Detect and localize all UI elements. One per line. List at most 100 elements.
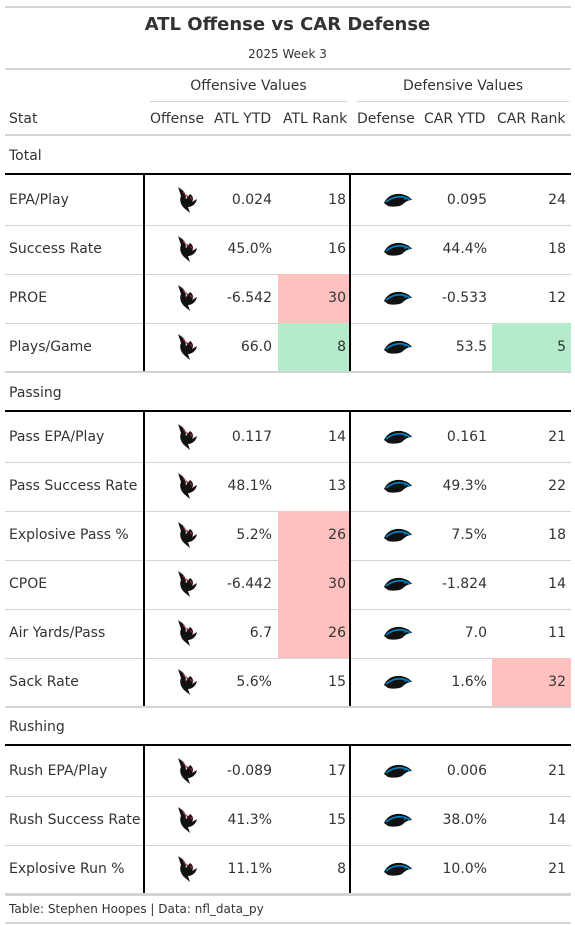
row-divider — [5, 796, 571, 797]
falcons-logo-icon — [175, 422, 201, 456]
atl-ytd-value: -6.442 — [226, 576, 272, 592]
atl-rank-value: 17 — [328, 763, 346, 779]
stat-label: Air Yards/Pass — [9, 625, 106, 641]
falcons-logo-icon — [175, 185, 201, 219]
stat-label: Rush Success Rate — [9, 812, 141, 828]
stat-label: Success Rate — [9, 241, 102, 257]
row-divider — [5, 225, 571, 226]
car-ytd-value: 0.161 — [446, 429, 487, 445]
column-header-car-rank: CAR Rank — [497, 111, 566, 127]
car-rank-shade — [492, 658, 571, 707]
atl-rank-value: 8 — [337, 339, 346, 355]
column-header-stat: Stat — [9, 111, 38, 127]
falcons-logo-icon — [175, 805, 201, 839]
atl-rank-value: 30 — [328, 576, 346, 592]
row-divider — [5, 845, 571, 846]
table-row: Rush Success Rate 41.3% 15 38.0% 14 — [5, 796, 571, 845]
stat-label: PROE — [9, 290, 48, 306]
panthers-logo-icon — [383, 574, 413, 598]
stat-label: Pass Success Rate — [9, 478, 138, 494]
atl-rank-value: 14 — [328, 429, 346, 445]
table-row: EPA/Play 0.024 18 0.095 24 — [5, 176, 571, 225]
car-rank-value: 11 — [548, 625, 566, 641]
atl-rank-shade — [278, 609, 350, 658]
stat-label: Explosive Pass % — [9, 527, 129, 543]
panthers-logo-icon — [383, 427, 413, 451]
column-header-atl-ytd: ATL YTD — [214, 111, 272, 127]
atl-rank-value: 16 — [328, 241, 346, 257]
car-rank-value: 12 — [548, 290, 566, 306]
table-bottom-border — [5, 894, 571, 896]
car-ytd-value: 0.095 — [446, 192, 487, 208]
row-divider — [5, 658, 571, 659]
atl-rank-value: 18 — [328, 192, 346, 208]
table-title: ATL Offense vs CAR Defense — [144, 14, 431, 35]
atl-rank-value: 30 — [328, 290, 346, 306]
atl-rank-value: 8 — [337, 861, 346, 877]
defense-spanner: Defensive Values — [402, 78, 524, 94]
falcons-logo-icon — [175, 332, 201, 366]
car-ytd-value: -1.824 — [441, 576, 487, 592]
table-row: Success Rate 45.0% 16 44.4% 18 — [5, 225, 571, 274]
atl-ytd-value: 66.0 — [240, 339, 272, 355]
car-ytd-value: 0.006 — [446, 763, 487, 779]
car-rank-value: 21 — [548, 861, 566, 877]
panthers-logo-icon — [383, 810, 413, 834]
panthers-logo-icon — [383, 337, 413, 361]
falcons-logo-icon — [175, 569, 201, 603]
atl-rank-shade — [278, 511, 350, 560]
defense-column-divider — [349, 174, 351, 371]
car-rank-value: 22 — [548, 478, 566, 494]
table-row: Sack Rate 5.6% 15 1.6% 32 — [5, 658, 571, 707]
group-bottom-border — [5, 371, 571, 373]
atl-ytd-value: 0.024 — [231, 192, 272, 208]
header-top-border — [5, 68, 571, 70]
car-rank-value: 14 — [548, 576, 566, 592]
atl-ytd-value: -6.542 — [226, 290, 272, 306]
stat-label: Rush EPA/Play — [9, 763, 108, 779]
group-label: Rushing — [9, 719, 65, 735]
stat-label: EPA/Play — [9, 192, 69, 208]
offense-spanner-rule — [150, 101, 347, 102]
falcons-logo-icon — [175, 520, 201, 554]
falcons-logo-icon — [175, 756, 201, 790]
falcons-logo-icon — [175, 234, 201, 268]
car-ytd-value: 1.6% — [451, 674, 487, 690]
car-ytd-value: -0.533 — [441, 290, 487, 306]
offense-column-divider — [143, 174, 145, 371]
header-bottom-border — [5, 134, 571, 136]
table-row: Rush EPA/Play -0.089 17 0.006 21 — [5, 747, 571, 796]
group-divider — [5, 173, 571, 175]
falcons-logo-icon — [175, 283, 201, 317]
offense-column-divider — [143, 745, 145, 893]
table-subtitle: 2025 Week 3 — [248, 47, 327, 61]
group-divider — [5, 410, 571, 412]
car-ytd-value: 38.0% — [442, 812, 487, 828]
panthers-logo-icon — [383, 239, 413, 263]
panthers-logo-icon — [383, 190, 413, 214]
car-rank-value: 18 — [548, 241, 566, 257]
atl-ytd-value: 48.1% — [227, 478, 272, 494]
stat-label: Plays/Game — [9, 339, 92, 355]
group-label: Passing — [9, 385, 62, 401]
atl-ytd-value: -0.089 — [226, 763, 272, 779]
car-rank-value: 5 — [557, 339, 566, 355]
atl-ytd-value: 5.6% — [236, 674, 272, 690]
atl-ytd-value: 6.7 — [249, 625, 272, 641]
car-rank-value: 21 — [548, 429, 566, 445]
stat-label: Sack Rate — [9, 674, 79, 690]
car-rank-value: 14 — [548, 812, 566, 828]
falcons-logo-icon — [175, 618, 201, 652]
column-header-atl-rank: ATL Rank — [283, 111, 348, 127]
top-border — [5, 6, 571, 8]
car-rank-value: 24 — [548, 192, 566, 208]
falcons-logo-icon — [175, 667, 201, 701]
atl-rank-shade — [278, 323, 350, 372]
defense-column-divider — [349, 411, 351, 706]
panthers-logo-icon — [383, 859, 413, 883]
panthers-logo-icon — [383, 761, 413, 785]
defense-column-divider — [349, 745, 351, 893]
atl-ytd-value: 5.2% — [236, 527, 272, 543]
falcons-logo-icon — [175, 471, 201, 505]
group-label: Total — [9, 148, 42, 164]
